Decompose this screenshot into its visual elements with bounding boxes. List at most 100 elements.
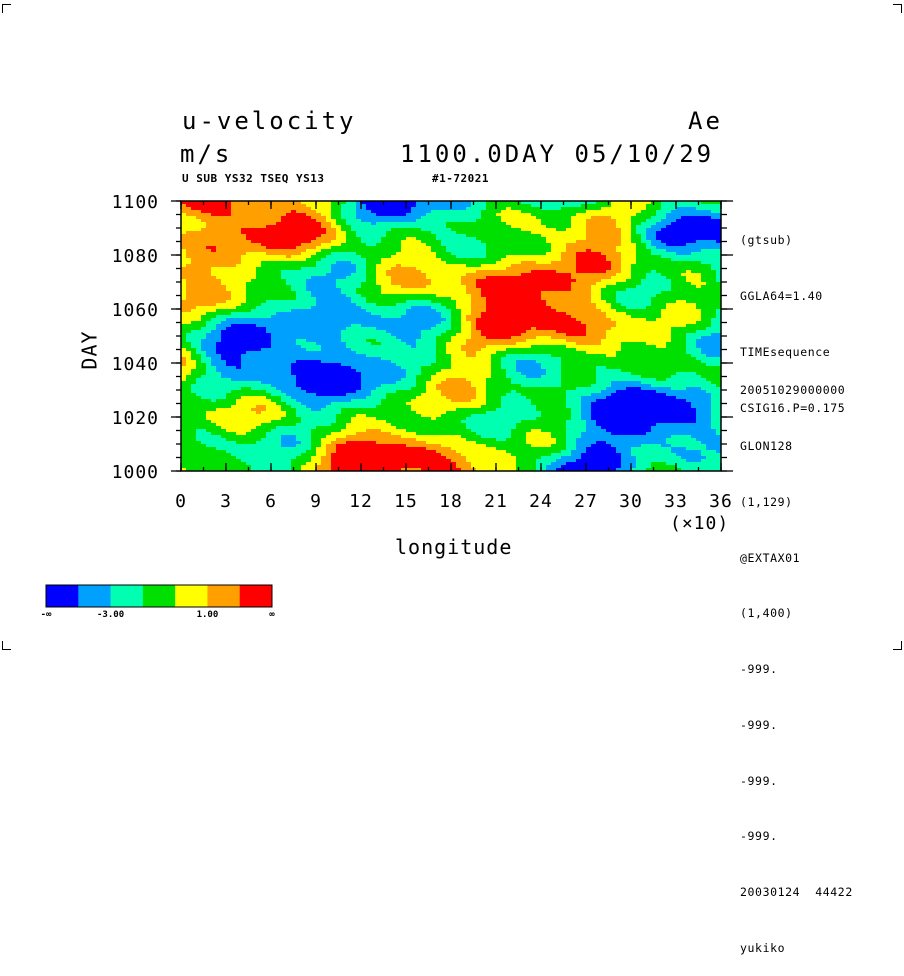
heatmap-cell (241, 231, 247, 235)
heatmap-cell (631, 216, 637, 220)
heatmap-cell (676, 258, 682, 262)
heatmap-cell (531, 291, 537, 295)
heatmap-cell (466, 312, 472, 316)
heatmap-cell (271, 240, 277, 244)
heatmap-cell (331, 270, 337, 274)
heatmap-cell (536, 258, 542, 262)
heatmap-cell (256, 225, 262, 229)
heatmap-cell (271, 291, 277, 295)
heatmap-cell (636, 255, 642, 259)
heatmap-cell (406, 204, 412, 208)
heatmap-cell (251, 231, 257, 235)
heatmap-cell (706, 282, 712, 286)
heatmap-cell (336, 267, 342, 271)
heatmap-cell (546, 273, 552, 277)
heatmap-cell (236, 267, 242, 271)
heatmap-cell (366, 264, 372, 268)
heatmap-cell (361, 219, 367, 223)
heatmap-cell (341, 309, 347, 313)
heatmap-cell (591, 333, 597, 337)
heatmap-cell (651, 309, 657, 313)
heatmap-cell (656, 252, 662, 256)
heatmap-cell (501, 333, 507, 337)
heatmap-cell (716, 210, 722, 214)
heatmap-cell (416, 237, 422, 241)
heatmap-cell (236, 282, 242, 286)
heatmap-cell (681, 273, 687, 277)
heatmap-cell (311, 324, 317, 328)
heatmap-cell (381, 234, 387, 238)
heatmap-cell (666, 318, 672, 322)
heatmap-cell (436, 285, 442, 289)
heatmap-cell (666, 258, 672, 262)
heatmap-cell (531, 258, 537, 262)
heatmap-cell (601, 219, 607, 223)
heatmap-cell (711, 276, 717, 280)
heatmap-cell (351, 330, 357, 334)
heatmap-cell (681, 258, 687, 262)
heatmap-cell (666, 225, 672, 229)
heatmap-cell (476, 333, 482, 337)
heatmap-cell (256, 285, 262, 289)
heatmap-cell (471, 288, 477, 292)
heatmap-cell (561, 255, 567, 259)
heatmap-cell (571, 225, 577, 229)
heatmap-cell (206, 330, 212, 334)
heatmap-cell (491, 243, 497, 247)
heatmap-cell (326, 213, 332, 217)
heatmap-cell (471, 297, 477, 301)
heatmap-cell (431, 333, 437, 337)
heatmap-cell (186, 237, 192, 241)
heatmap-cell (196, 318, 202, 322)
heatmap-cell (631, 327, 637, 331)
heatmap-cell (426, 252, 432, 256)
heatmap-cell (611, 225, 617, 229)
heatmap-cell (486, 315, 492, 319)
heatmap-cell (476, 324, 482, 328)
heatmap-cell (616, 243, 622, 247)
heatmap-cell (321, 249, 327, 253)
heatmap-cell (501, 261, 507, 265)
heatmap-cell (186, 216, 192, 220)
heatmap-cell (691, 333, 697, 337)
heatmap-cell (211, 330, 217, 334)
heatmap-cell (381, 309, 387, 313)
heatmap-cell (596, 330, 602, 334)
heatmap-cell (691, 246, 697, 250)
heatmap-cell (636, 300, 642, 304)
heatmap-cell (586, 333, 592, 337)
heatmap-cell (531, 204, 537, 208)
heatmap-cell (691, 216, 697, 220)
heatmap-cell (301, 204, 307, 208)
heatmap-cell (221, 204, 227, 208)
heatmap-cell (401, 333, 407, 337)
heatmap-cell (436, 222, 442, 226)
heatmap-cell (421, 300, 427, 304)
heatmap-cell (226, 291, 232, 295)
heatmap-cell (661, 294, 667, 298)
heatmap-cell (561, 285, 567, 289)
heatmap-cell (346, 267, 352, 271)
heatmap-cell (481, 207, 487, 211)
heatmap-cell (381, 321, 387, 325)
heatmap-cell (416, 297, 422, 301)
heatmap-cell (441, 252, 447, 256)
heatmap-cell (386, 273, 392, 277)
heatmap-cell (286, 252, 292, 256)
heatmap-cell (266, 288, 272, 292)
heatmap-cell (641, 333, 647, 337)
heatmap-cell (351, 273, 357, 277)
heatmap-cell (621, 336, 627, 340)
heatmap-cell (181, 249, 187, 253)
heatmap-cell (236, 300, 242, 304)
heatmap-cell (356, 237, 362, 241)
heatmap-cell (446, 240, 452, 244)
heatmap-cell (646, 288, 652, 292)
heatmap-cell (596, 276, 602, 280)
heatmap-cell (531, 315, 537, 319)
heatmap-cell (376, 312, 382, 316)
heatmap-cell (701, 210, 707, 214)
heatmap-cell (401, 228, 407, 232)
heatmap-cell (426, 207, 432, 211)
heatmap-cell (441, 318, 447, 322)
